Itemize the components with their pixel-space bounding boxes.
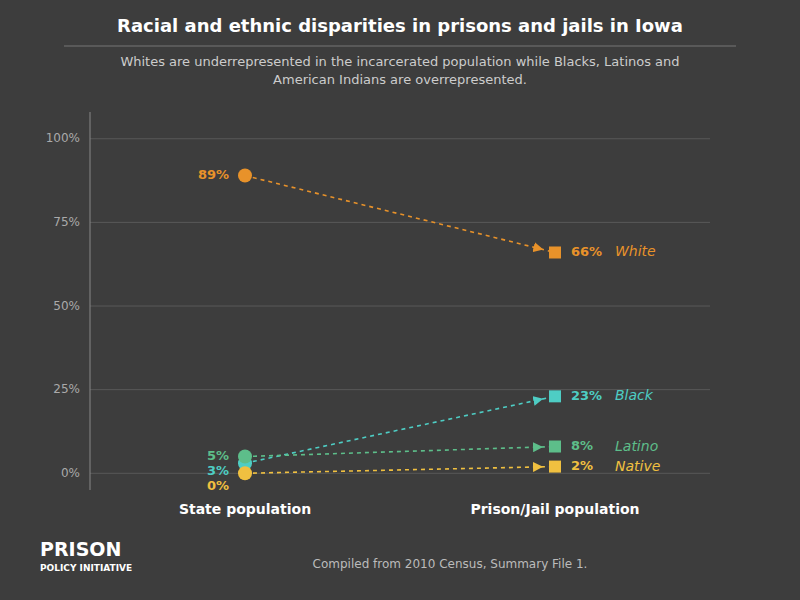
grid-line (90, 138, 710, 139)
category-label: State population (179, 501, 311, 517)
source-note: Compiled from 2010 Census, Summary File … (313, 557, 588, 571)
subtitle-line: Whites are underrepresented in the incar… (120, 54, 679, 69)
y-tick-label: 75% (53, 215, 80, 229)
data-label: 89% (198, 167, 229, 182)
data-label: 0% (207, 478, 229, 493)
point-marker (238, 466, 252, 480)
y-tick-label: 100% (46, 131, 80, 145)
series-name: Native (615, 458, 660, 474)
subtitle-line: American Indians are overrepresented. (273, 72, 527, 87)
slope-line (245, 176, 555, 253)
data-label: 23% (571, 388, 602, 403)
background (0, 0, 800, 600)
data-label: 66% (571, 244, 602, 259)
data-label: 8% (571, 438, 593, 453)
grid-line (90, 306, 710, 307)
point-marker (238, 450, 252, 464)
footer-brand-sub: POLICY INITIATIVE (40, 563, 132, 573)
title: Racial and ethnic disparities in prisons… (117, 15, 683, 36)
point-marker (238, 169, 252, 183)
series-name: White (615, 243, 656, 259)
marks (238, 169, 561, 481)
slope-line (245, 467, 555, 474)
slope-line (245, 447, 555, 457)
title-rule (64, 46, 736, 47)
slope-line (245, 396, 555, 463)
series-name: Latino (615, 438, 658, 454)
y-axis-line (90, 112, 91, 490)
grid-line (90, 222, 710, 223)
series-name: Black (615, 387, 654, 403)
point-marker (549, 246, 561, 258)
subtitle: Whites are underrepresented in the incar… (120, 54, 679, 87)
chart: Racial and ethnic disparities in prisons… (0, 0, 800, 600)
point-marker (549, 441, 561, 453)
y-tick-label: 25% (53, 382, 80, 396)
data-label: 5% (207, 448, 229, 463)
point-marker (549, 390, 561, 402)
data-label: 2% (571, 458, 593, 473)
data-label: 3% (207, 463, 229, 478)
category-label: Prison/Jail population (470, 501, 639, 517)
footer-brand: PRISON (40, 538, 121, 560)
y-tick-label: 0% (61, 466, 80, 480)
point-marker (549, 461, 561, 473)
y-tick-label: 50% (53, 299, 80, 313)
